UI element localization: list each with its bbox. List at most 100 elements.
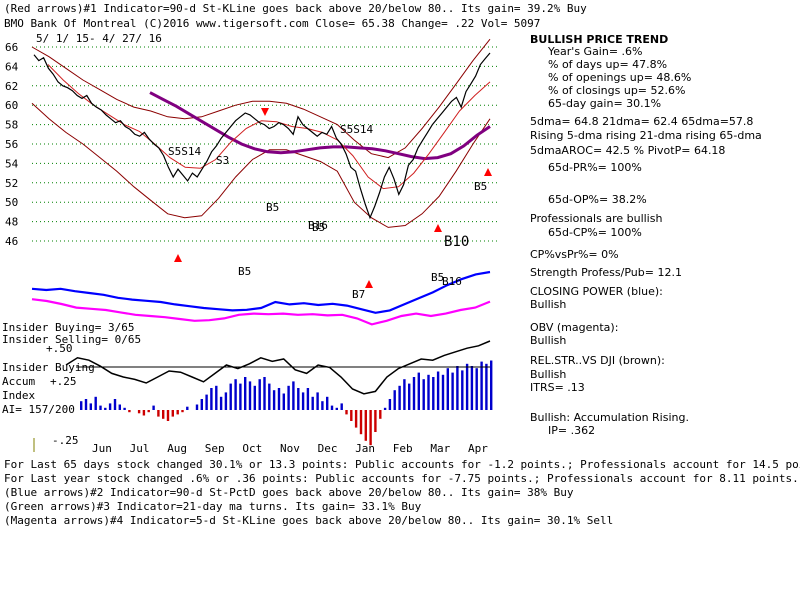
aroc-line: 5dmaAROC= 42.5 % PivotP= 64.18 bbox=[530, 144, 726, 157]
accum-bar bbox=[128, 410, 131, 413]
professionals-bullish: Professionals are bullish bbox=[530, 212, 663, 225]
obv-title: OBV (magenta): bbox=[530, 321, 619, 334]
strength-ratio: Strength Profess/Pub= 12.1 bbox=[530, 266, 682, 279]
accum-bar bbox=[268, 383, 271, 410]
pr-line: 65d-PR%= 100% bbox=[548, 161, 642, 174]
accum-bar bbox=[137, 410, 141, 414]
years-gain: Year's Gain= .6% bbox=[548, 45, 643, 58]
date-range: 5/ 1/ 15- 4/ 27/ 16 bbox=[36, 32, 162, 45]
accum-bar bbox=[379, 410, 382, 419]
accum-bar bbox=[152, 405, 155, 410]
price-line bbox=[33, 52, 491, 220]
footer-line-5: (Magenta arrows)#4 Indicator=5-d St-KLin… bbox=[4, 514, 614, 527]
accum-bar bbox=[326, 396, 329, 410]
accum-bar bbox=[200, 399, 203, 410]
accum-label: Accum bbox=[2, 375, 36, 388]
accum-bar bbox=[427, 374, 430, 410]
accum-bar bbox=[417, 372, 420, 410]
accum-bar bbox=[234, 379, 237, 410]
month-label-aug: Aug bbox=[167, 442, 187, 455]
y-tick-46: 46 bbox=[5, 235, 18, 248]
accum-bar bbox=[374, 410, 377, 432]
signal-label-b5: B5 bbox=[474, 180, 487, 193]
rising-line: Rising 5-dma rising 21-dma rising 65-dma bbox=[530, 129, 762, 142]
accum-bar bbox=[162, 410, 165, 419]
ai-value: AI= 157/200 bbox=[2, 403, 75, 416]
accum-bar bbox=[451, 372, 454, 410]
accum-bar bbox=[215, 385, 218, 410]
insider-selling: Insider Selling= 0/65 bbox=[2, 333, 142, 346]
accum-bar bbox=[89, 403, 92, 410]
accum-bar bbox=[186, 406, 189, 410]
accum-bar bbox=[272, 390, 276, 410]
op-line: 65d-OP%= 38.2% bbox=[548, 193, 647, 206]
accum-bar bbox=[171, 410, 174, 417]
accum-bar bbox=[210, 388, 213, 410]
signal-label-b5: B5 bbox=[312, 221, 325, 234]
red-arrow-5 bbox=[174, 254, 182, 262]
cp-line: 65d-CP%= 100% bbox=[548, 226, 642, 239]
signal-label-b16: B16 bbox=[442, 275, 462, 288]
dma-line: 5dma= 64.8 21dma= 62.4 65dma=57.8 bbox=[530, 115, 754, 128]
insider-buying: Insider Buying= 3/65 bbox=[2, 321, 135, 334]
price-series bbox=[33, 52, 491, 220]
obv-line bbox=[31, 298, 491, 326]
y-tick-66: 66 bbox=[5, 41, 18, 54]
accum-bar bbox=[393, 390, 396, 410]
accum-bar bbox=[480, 361, 483, 410]
month-label-oct: Oct bbox=[242, 442, 262, 455]
accum-bar bbox=[181, 410, 184, 413]
signal-label-s5s14: S5S14 bbox=[340, 123, 373, 136]
accum-bar bbox=[398, 385, 401, 410]
accum-bar bbox=[253, 385, 256, 410]
accum-bar bbox=[446, 368, 449, 410]
accum-bar bbox=[108, 403, 112, 410]
accum-bar bbox=[461, 370, 464, 410]
accum-bar bbox=[224, 392, 228, 410]
accum-bar bbox=[311, 396, 314, 410]
closing-power-value: Bullish bbox=[530, 298, 567, 311]
accum-bar bbox=[195, 404, 199, 410]
label-plus-25: +.25 bbox=[50, 375, 77, 388]
index-label: Index bbox=[2, 389, 36, 402]
insider-buying-label: Insider Buying bbox=[2, 361, 95, 374]
month-label-feb: Feb bbox=[393, 442, 413, 455]
footer-line-3: (Blue arrows)#2 Indicator=90-d St-PctD g… bbox=[4, 486, 574, 499]
accum-bar bbox=[369, 410, 372, 446]
openings-up: % of openings up= 48.6% bbox=[548, 71, 692, 84]
accum-bar bbox=[354, 410, 358, 428]
upper-band bbox=[31, 38, 491, 159]
obv-value: Bullish bbox=[530, 334, 567, 347]
month-label-nov: Nov bbox=[280, 442, 300, 455]
accum-bar bbox=[263, 377, 266, 410]
accum-bar bbox=[485, 363, 488, 410]
red-arrow-3 bbox=[434, 224, 442, 232]
footer-line-4: (Green arrows)#3 Indicator=21-day ma tur… bbox=[4, 500, 422, 513]
closing-power-line bbox=[31, 270, 491, 314]
price-axis: 46 48 50 52 54 56 58 60 62 64 66 bbox=[5, 41, 19, 248]
accum-bar bbox=[118, 404, 121, 410]
accum-bar bbox=[282, 393, 285, 410]
accum-bar bbox=[345, 410, 348, 415]
signal-label-b5: B5 bbox=[431, 271, 444, 284]
accum-bar bbox=[176, 410, 179, 415]
y-tick-62: 62 bbox=[5, 80, 18, 93]
accum-bar bbox=[422, 379, 425, 410]
accum-bar bbox=[219, 396, 223, 410]
signal-label-s3: S3 bbox=[216, 154, 229, 167]
header-line-1: (Red arrows)#1 Indicator=90-d St-KLine g… bbox=[4, 2, 587, 15]
month-label-jun: Jun bbox=[92, 442, 112, 455]
y-tick-50: 50 bbox=[5, 196, 18, 209]
accum-bar bbox=[157, 410, 160, 417]
relstr-value: Bullish bbox=[530, 368, 567, 381]
accum-bar bbox=[248, 381, 252, 410]
accum-bar bbox=[364, 410, 367, 441]
month-label-apr: Apr bbox=[468, 442, 488, 455]
accum-bar bbox=[258, 379, 261, 410]
accum-bar bbox=[244, 377, 247, 410]
accum-bar bbox=[277, 388, 281, 410]
lower-indicators bbox=[31, 270, 491, 395]
accum-bar bbox=[316, 392, 319, 410]
month-label-jan: Jan bbox=[355, 442, 375, 455]
